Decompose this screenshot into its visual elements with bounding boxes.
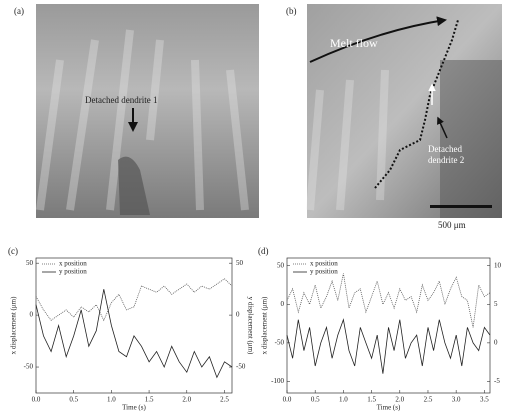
x-tick-label: 2.0 (182, 396, 191, 404)
x-tick-label: 1.0 (107, 396, 116, 404)
panel-label: (c) (8, 246, 18, 256)
y-axis-label: x displacement (μm) (10, 296, 18, 354)
series-line (35, 278, 233, 322)
y2-tick-label: -5 (494, 377, 500, 385)
y-tick-label: -50 (24, 363, 34, 371)
x-tick-label: 2.0 (395, 396, 404, 404)
x-tick-label: 1.5 (367, 396, 376, 404)
plot-frame (286, 257, 491, 394)
annotation: Detached (428, 144, 462, 154)
legend-label: x position (310, 260, 338, 268)
series-line (35, 289, 233, 379)
annotation: dendrite 2 (428, 155, 464, 165)
x-tick-label: 3.5 (480, 396, 489, 404)
annotation: Melt flow (330, 36, 378, 50)
x-tick-label: 0.5 (69, 396, 78, 404)
annotation: Detached dendrite 1 (85, 95, 157, 105)
y2-tick-label: 0 (236, 311, 240, 319)
y-tick-label: -50 (275, 338, 285, 346)
x-tick-label: 0.0 (32, 396, 41, 404)
y2-tick-label: 10 (494, 261, 502, 269)
x-tick-label: 2.5 (424, 396, 433, 404)
x-tick-label: 1.5 (145, 396, 154, 404)
x-tick-label: 0.5 (311, 396, 320, 404)
legend-label: y position (310, 268, 338, 276)
x-tick-label: 0.0 (283, 396, 292, 404)
y2-axis-label: y displacement (μm) (246, 297, 254, 355)
legend-label: x position (59, 260, 87, 268)
y2-tick-label: 0 (494, 338, 498, 346)
legend-label: y position (59, 268, 87, 276)
micrograph-a (36, 4, 259, 218)
y-tick-label: 50 (26, 259, 34, 267)
dendrites-b (306, 69, 389, 211)
panel-label: (b) (286, 6, 297, 16)
y-axis-label: x displacement (μm) (261, 296, 269, 354)
y-tick-label: 50 (277, 261, 285, 269)
x-tick-label: 3.0 (452, 396, 461, 404)
panel-label: (a) (14, 6, 24, 16)
scale-label: 500 μm (438, 220, 466, 230)
x-tick-label: 2.5 (220, 396, 229, 404)
y2-tick-label: -50 (236, 363, 246, 371)
series-line (286, 273, 491, 328)
series-line (286, 318, 491, 374)
panel-label: (d) (258, 246, 269, 256)
x-axis-label: Time (s) (122, 404, 146, 412)
plot-frame (35, 257, 233, 394)
y2-tick-label: 5 (494, 300, 498, 308)
x-axis-label: Time (s) (377, 404, 401, 412)
y-tick-label: 0 (281, 300, 285, 308)
y-tick-label: 0 (30, 311, 34, 319)
y2-tick-label: 50 (236, 259, 244, 267)
dendrites-a (36, 29, 249, 211)
y-tick-label: -100 (271, 377, 284, 385)
x-tick-label: 1.0 (339, 396, 348, 404)
